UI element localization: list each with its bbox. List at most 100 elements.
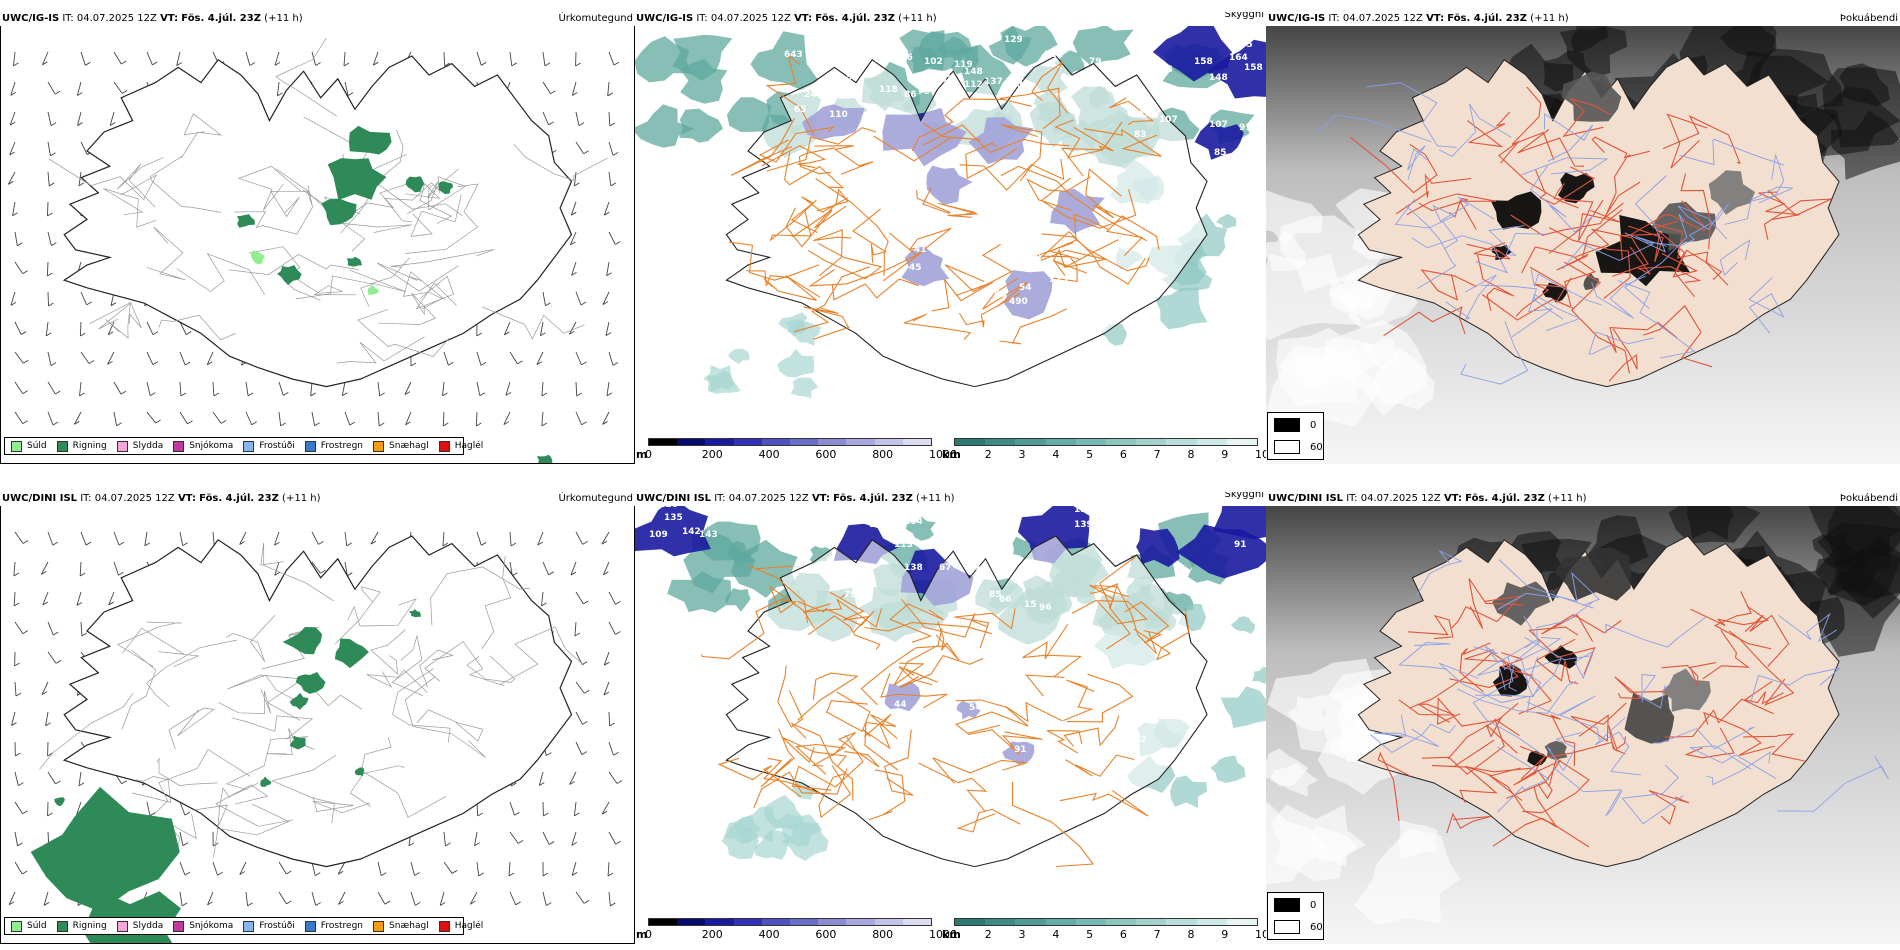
lead-time: (+11 h)	[916, 493, 955, 504]
ceiling-value-label: 148	[1209, 73, 1228, 83]
legend-swatch	[173, 920, 185, 932]
legend-swatch	[373, 440, 385, 452]
panel-header: UWC/IG-IS IT: 04.07.2025 12Z VT: Fös. 4.…	[634, 12, 1266, 26]
ceiling-value-label: 67	[939, 563, 952, 573]
ceiling-value-label: 392	[939, 680, 958, 690]
ceiling-value-label: 58	[994, 290, 1007, 300]
legend-swatch	[243, 920, 255, 932]
colorbar-tick-label: 600	[815, 448, 837, 461]
colorbar-swatch	[955, 439, 986, 445]
ceiling-value-label: 148	[964, 67, 983, 77]
panel-top-mid-visibility: 129 121 643 296 136 136 102 119 148 187 107 112 128 7…	[634, 12, 1266, 464]
colorbar-swatch	[1106, 439, 1137, 445]
legend-item: Frostregn	[304, 920, 363, 932]
colorbar-swatch	[790, 919, 819, 925]
fog-legend-row: 60	[1274, 920, 1323, 934]
roads	[700, 556, 1190, 868]
legend-swatch	[116, 920, 128, 932]
ceiling-value-label: 104	[904, 517, 923, 527]
colorbar-swatch	[649, 919, 678, 925]
visibility-colorbar: km 1 2 3 4 5 6 7 8 9 10	[942, 436, 1266, 464]
fog-legend-row: 0	[1274, 418, 1316, 432]
ceiling-value-label: 164	[1229, 53, 1248, 63]
ceiling-value-label: 96	[1039, 603, 1052, 613]
ceiling-value-label: 135	[664, 513, 683, 523]
init-time: 04.07.2025 12Z	[76, 13, 157, 24]
model-name: UWC/IG-IS	[1268, 13, 1326, 24]
vt-label: VT:	[160, 13, 179, 24]
lead-time: (+11 h)	[1548, 493, 1587, 504]
panel-bot-right-fog: UWC/DINI ISL IT: 04.07.2025 12Z VT: Fös.…	[1266, 492, 1900, 944]
ceiling-value-label: 135	[1234, 40, 1253, 50]
ceiling-value-label: 41	[914, 245, 927, 255]
product-name: Skyggni	[1224, 492, 1264, 500]
colorbar-swatch	[1136, 919, 1167, 925]
ceiling-value-label: 187	[834, 75, 853, 85]
colorbar-tick-label: 1	[951, 928, 958, 941]
ceiling-value-label: 85	[989, 590, 1002, 600]
fog-map-bot	[1266, 492, 1900, 944]
product-name: Skyggni	[1224, 12, 1264, 20]
ceiling-value-label: 75	[979, 195, 992, 205]
colorbar-swatch	[677, 439, 706, 445]
fog-legend-swatch	[1274, 898, 1300, 912]
ceiling-value-label: 107	[974, 183, 993, 193]
model-name: UWC/DINI ISL	[1268, 493, 1344, 504]
fog-legend-label: 0	[1310, 419, 1317, 431]
colorbar-tick-label: 1	[951, 448, 958, 461]
product-name: Þokuábendi	[1839, 13, 1898, 24]
init-time: 04.07.2025 12Z	[1342, 13, 1423, 24]
legend-item: Snjókoma	[173, 920, 233, 932]
ceiling-value-label: 158	[1244, 63, 1263, 73]
colorbar-swatch	[1196, 919, 1227, 925]
legend-item: Slydda	[116, 920, 163, 932]
colorbar-tick-label: 200	[701, 448, 723, 461]
legend-label: Súld	[27, 441, 47, 451]
ceiling-value-label: 69	[1119, 67, 1132, 77]
legend-swatch	[11, 440, 22, 452]
ceiling-value-label: 146	[1139, 110, 1158, 120]
product-name: Úrkomutegund	[558, 493, 633, 504]
legend-label: Snæhagl	[389, 441, 429, 451]
colorbar-tick-label: 3	[1018, 928, 1026, 941]
fog-legend-label: 60	[1310, 441, 1323, 453]
colorbar-tick-label: 1000	[929, 448, 957, 461]
init-time: 04.07.2025 12Z	[710, 13, 791, 24]
ceiling-value-label: 244	[804, 90, 823, 100]
colorbar-tick-label: 8	[1187, 448, 1195, 461]
colorbar-swatch	[649, 439, 678, 445]
panel-top-left-precip-type: UWC/IG-IS IT: 04.07.2025 12Z VT: Fös. 4.…	[0, 12, 635, 464]
ceiling-value-label: 59	[1029, 253, 1042, 263]
legend-item: Rigning	[56, 920, 107, 932]
model-name: UWC/IG-IS	[636, 13, 694, 24]
colorbar-strip	[648, 918, 932, 926]
ceiling-value-label: 81	[1174, 150, 1187, 160]
ceiling-value-label: 296	[834, 50, 853, 60]
colorbar-swatch	[761, 919, 791, 925]
colorbar-strip	[648, 438, 932, 446]
ceiling-value-label: 119	[954, 60, 973, 70]
colorbar-tick-label: 2	[984, 928, 992, 941]
colorbar-tick-label: 3	[1018, 448, 1026, 461]
ceiling-value-label: 143	[699, 530, 718, 540]
visibility-colorbar: km 1 2 3 4 5 6 7 8 9 10	[942, 916, 1266, 944]
visibility-map-bot: 1261351091421432091931401049482157139739…	[634, 492, 1266, 944]
colorbar-tick-label: 6	[1119, 448, 1127, 461]
ceiling-value-label: 102	[924, 57, 943, 67]
colorbar-tick-label: 600	[815, 928, 837, 941]
colorbar-tick-label: 10	[1255, 448, 1266, 461]
panel-header: UWC/IG-IS IT: 04.07.2025 12Z VT: Fös. 4.…	[1266, 12, 1900, 26]
ceiling-value-label: 112	[964, 80, 983, 90]
legend-item: Súld	[11, 440, 47, 452]
colorbar-tick-label: 800	[872, 448, 894, 461]
fog-legend-row: 0	[1274, 898, 1316, 912]
vt-label: VT:	[794, 13, 813, 24]
colorbar-unit: m	[636, 448, 648, 461]
legend-swatch	[11, 920, 22, 932]
ceiling-value-label: 79	[1089, 57, 1102, 67]
legend-swatch	[438, 920, 450, 932]
legend-swatch	[56, 440, 68, 452]
ceiling-value-label: 66	[999, 595, 1012, 605]
colorbar-tick-label: 1000	[929, 928, 957, 941]
